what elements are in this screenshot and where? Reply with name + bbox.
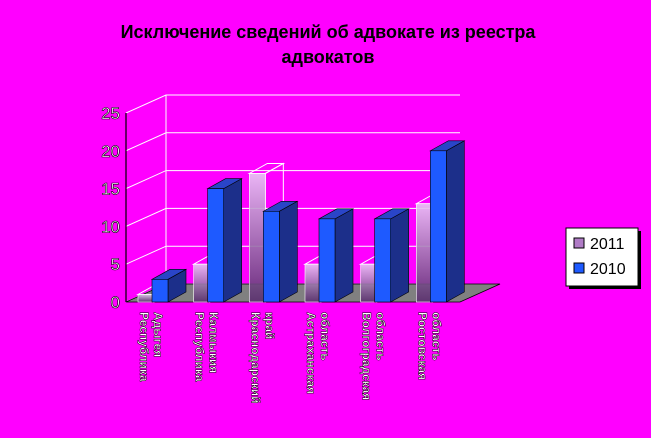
y-tick-label: 20 (101, 142, 120, 161)
gridline (125, 132, 460, 152)
category-label-line: Краснодарский (248, 312, 262, 403)
bar-2010-side (223, 178, 242, 303)
bar-2011 (249, 173, 266, 303)
category-label-line: Республика (137, 312, 151, 382)
bar-2010 (207, 188, 224, 303)
legend-swatch-2010 (573, 262, 585, 274)
category-label: Волгоградская область (359, 312, 388, 401)
y-tick-label: 25 (101, 104, 120, 123)
y-tick-label: 0 (111, 293, 120, 312)
legend-label-2010: 2010 (590, 261, 626, 278)
gridline (125, 170, 460, 190)
bar-2010-side (390, 208, 409, 303)
y-tick-label: 5 (111, 255, 120, 274)
category-label-line: область (374, 312, 388, 361)
category-label-line: край (262, 312, 276, 339)
bar-2011 (304, 263, 322, 303)
category-label-line: Волгоградская (360, 312, 374, 400)
bar-2011-top (247, 162, 286, 174)
category-label-line: Ростовская (415, 312, 429, 380)
bars-layer (136, 140, 466, 303)
bar-2011 (416, 203, 433, 303)
bar-2011 (137, 294, 155, 303)
category-label-line: Адыгея (151, 312, 165, 357)
y-tick-label: 10 (101, 217, 120, 236)
bar-2010-side (279, 200, 298, 303)
bar-2010-side (446, 140, 465, 303)
chart-title-line-2: адвокатов (282, 47, 375, 67)
bar-2010 (318, 218, 336, 303)
category-label-line: область (318, 312, 332, 361)
y-tick-label: 15 (101, 180, 120, 199)
bar-2011 (193, 263, 210, 303)
bar-2010 (263, 210, 280, 303)
legend-label-2011: 2011 (590, 236, 625, 253)
legend: 2011 2010 (565, 227, 641, 289)
category-label: Республика Адыгея (137, 312, 166, 382)
category-label-line: область (429, 312, 443, 361)
category-label: Астраханская область (304, 312, 333, 395)
y-axis: 0 5 10 15 20 25 (101, 104, 127, 312)
category-label: Республика Калмыкия (192, 312, 221, 382)
bar-2011 (360, 263, 377, 303)
category-label-line: Республика (193, 312, 207, 382)
category-label-line: Калмыкия (207, 312, 221, 373)
category-label: Ростовская область (415, 312, 444, 381)
bar-2010 (374, 218, 391, 303)
chart-title-line-1: Исключение сведений об адвокате из реест… (121, 22, 537, 42)
category-label: Краснодарский край (248, 312, 276, 404)
legend-swatch-2011 (573, 237, 585, 249)
x-axis: Республика Адыгея Республика Калмыкия Красно… (137, 312, 444, 404)
bar-2010 (430, 150, 447, 303)
bar-2010-side (334, 208, 354, 303)
gridline (125, 94, 460, 114)
bar-2010 (151, 279, 169, 303)
category-label-line: Астраханская (304, 312, 318, 394)
